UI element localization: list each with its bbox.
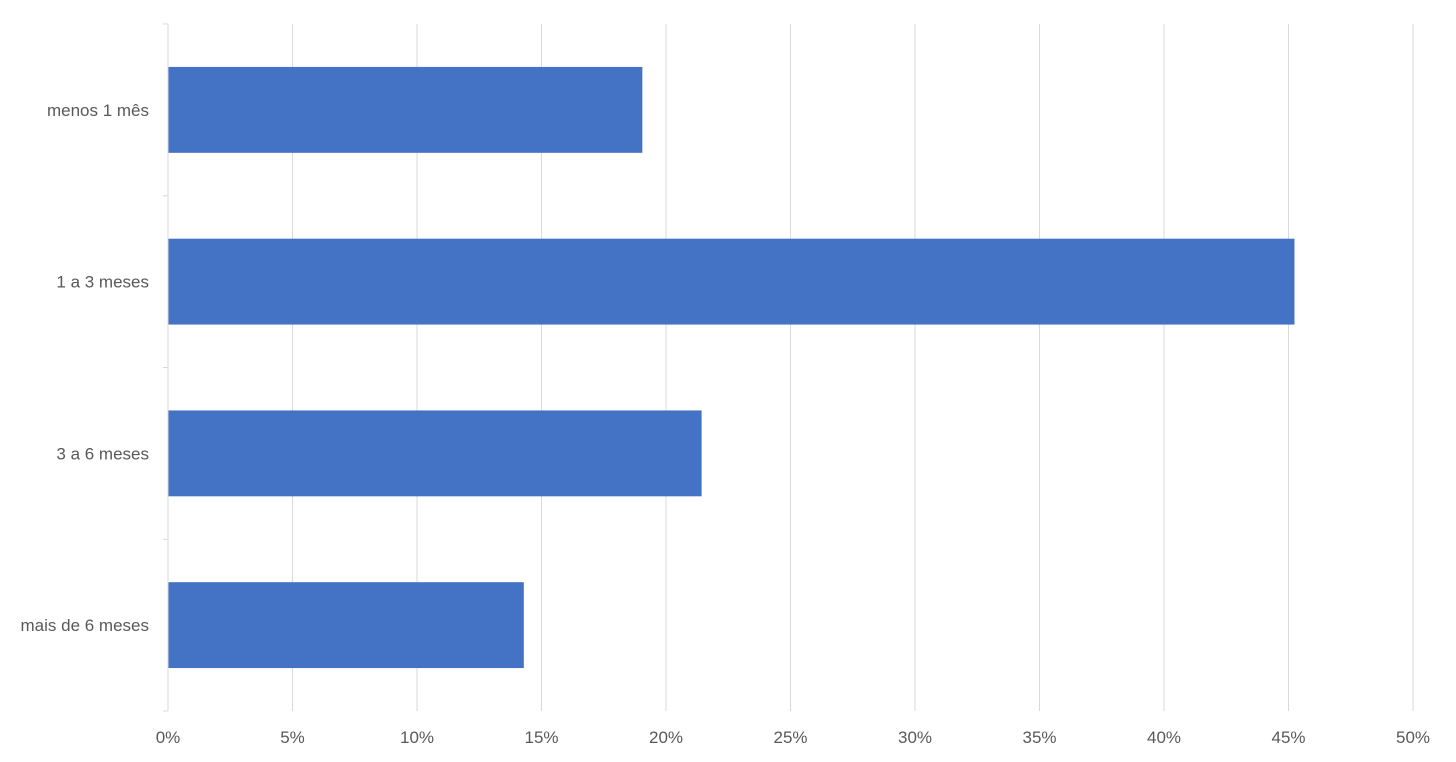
x-tick-label: 0% [156, 728, 181, 747]
labels: 0% 5% 10% 15% 20% 25% 30% 35% 40% 45% 50% menos 1 m… [21, 101, 1431, 747]
category-axis [163, 23, 169, 712]
bar [168, 582, 524, 669]
bars [168, 66, 1295, 669]
category-label: 3 a 6 meses [56, 444, 149, 463]
x-tick-label: 20% [649, 728, 683, 747]
x-tick-label: 5% [280, 728, 305, 747]
category-label: menos 1 mês [47, 101, 149, 120]
x-tick-label: 25% [773, 728, 807, 747]
x-tick-label: 10% [400, 728, 434, 747]
x-tick-label: 30% [898, 728, 932, 747]
x-tick-label: 45% [1271, 728, 1305, 747]
x-tick-label: 35% [1022, 728, 1056, 747]
x-tick-label: 15% [524, 728, 558, 747]
category-label: mais de 6 meses [21, 616, 150, 635]
bar [168, 238, 1295, 325]
bar [168, 66, 643, 153]
bar [168, 410, 702, 497]
x-tick-label: 40% [1147, 728, 1181, 747]
category-label: 1 a 3 meses [56, 273, 149, 292]
x-tick-label: 50% [1396, 728, 1430, 747]
